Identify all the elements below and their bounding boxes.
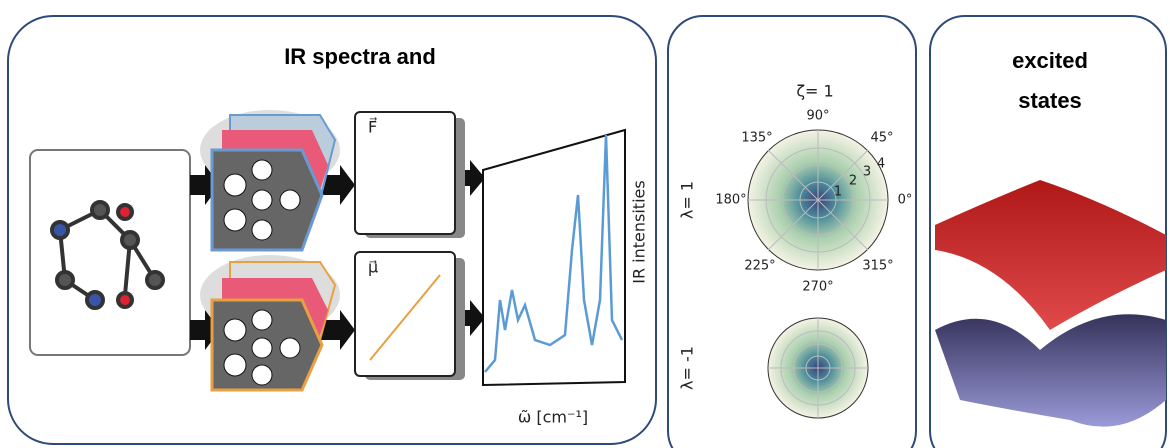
radial-label: 3	[863, 165, 871, 180]
row-label: λ= 1	[678, 181, 697, 219]
molecule-box	[30, 150, 190, 355]
dipole-label: μ⃗	[368, 258, 378, 277]
angle-label: 45°	[870, 131, 893, 146]
radial-label: 4	[877, 157, 885, 172]
angle-label: 270°	[802, 280, 833, 295]
force-label: F⃗	[368, 117, 377, 137]
radial-label: 1	[834, 185, 842, 200]
angle-label: 315°	[862, 259, 893, 274]
panel-title: IR spectra and	[284, 44, 436, 69]
angle-label: 180°	[715, 193, 746, 208]
row-label: λ= -1	[678, 346, 697, 390]
polar-top	[748, 130, 888, 270]
x-axis-label: ω̃ [cm⁻¹]	[518, 408, 588, 427]
figure: IR spectra and F⃗ μ⃗	[0, 0, 1170, 448]
panel-title: ζ= 1	[796, 82, 833, 101]
angle-label: 135°	[741, 131, 772, 146]
radial-label: 2	[849, 174, 857, 189]
panel-title-line: excited	[1012, 48, 1088, 73]
panel-title-line: states	[1018, 88, 1082, 113]
y-axis-label: IR intensities	[630, 180, 649, 283]
polar-bottom	[768, 318, 868, 418]
angle-label: 225°	[744, 259, 775, 274]
angle-label: 90°	[806, 109, 829, 124]
angle-label: 0°	[898, 193, 913, 208]
